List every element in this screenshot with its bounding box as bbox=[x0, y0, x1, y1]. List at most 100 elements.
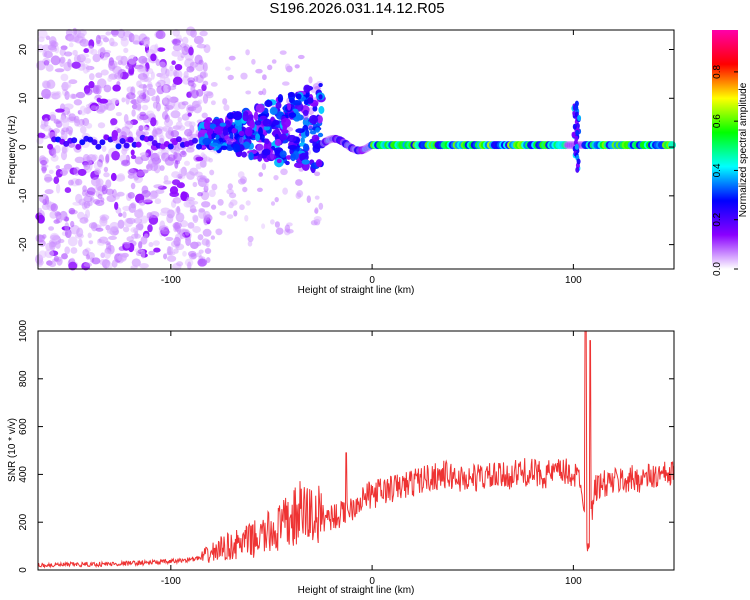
spectrogram-cell bbox=[668, 141, 676, 150]
spectrogram-cell bbox=[219, 210, 227, 216]
spectrogram-cell bbox=[95, 34, 101, 45]
spectrogram-cell bbox=[312, 105, 318, 112]
spectrogram-cell bbox=[318, 94, 323, 100]
spectrogram-cell bbox=[157, 151, 162, 157]
spectrogram-cell bbox=[192, 137, 198, 144]
spectrogram-cell bbox=[48, 261, 57, 268]
spectrogram-cell bbox=[173, 236, 181, 247]
spectrogram-cell bbox=[195, 163, 202, 170]
spectrogram-cell bbox=[228, 192, 237, 199]
spectrogram-cell bbox=[116, 173, 125, 181]
spectrogram-cell bbox=[576, 158, 581, 165]
spectrogram-cell bbox=[247, 240, 253, 247]
spectrogram-cell bbox=[107, 76, 113, 82]
spectrogram-cell bbox=[209, 142, 219, 147]
spectrogram-cell bbox=[574, 104, 579, 111]
spectrogram-cell bbox=[287, 144, 298, 150]
spectrogram-cell bbox=[36, 60, 46, 71]
spectrogram-cell bbox=[179, 168, 185, 177]
spectrogram-cell bbox=[186, 66, 195, 73]
spectrogram-cell bbox=[180, 52, 185, 59]
spectrogram-cell bbox=[229, 131, 234, 140]
spectrogram-cell bbox=[139, 263, 149, 269]
spectrogram-cell bbox=[88, 222, 97, 229]
spectrogram-cell bbox=[154, 198, 162, 205]
spectrogram-cell bbox=[35, 234, 43, 243]
spectrogram-cell bbox=[257, 155, 263, 162]
spectrogram-cell bbox=[205, 239, 211, 248]
snr-series-line bbox=[37, 330, 675, 569]
spectrogram-cell bbox=[273, 174, 279, 181]
spectrogram-cell bbox=[110, 172, 117, 182]
spectrogram-cell bbox=[245, 49, 250, 56]
spectrogram-cell bbox=[77, 168, 87, 176]
spectrogram-cell bbox=[256, 143, 265, 154]
spectrogram-cell bbox=[318, 202, 324, 210]
spectrogram-cell bbox=[274, 196, 279, 203]
spectrogram-cell bbox=[237, 171, 245, 179]
spectrogram-cell bbox=[192, 214, 199, 222]
spectrogram-cell bbox=[166, 213, 174, 224]
spectrogram-cell bbox=[138, 55, 148, 64]
spectrogram-cell bbox=[103, 166, 109, 173]
spectrogram-cell bbox=[134, 103, 142, 111]
spectrogram-cell bbox=[574, 135, 579, 142]
spectrogram-cell bbox=[177, 116, 183, 123]
snr-y-tick-label: 200 bbox=[18, 513, 29, 530]
spectrogram-cell bbox=[109, 37, 115, 47]
spectrogram-cell bbox=[97, 122, 106, 129]
spectrogram-cell bbox=[68, 42, 74, 48]
spectrogram-cell bbox=[183, 160, 191, 166]
spectrogram-cell bbox=[41, 44, 51, 52]
spectrogram-cell bbox=[72, 49, 78, 56]
spectrogram-cell bbox=[255, 103, 265, 113]
spectrogram-cell bbox=[49, 40, 57, 48]
spectrogram-cell bbox=[282, 124, 287, 132]
spectrogram-cell bbox=[83, 48, 89, 54]
spectrogram-cell bbox=[317, 132, 324, 138]
spectrogram-cell bbox=[270, 201, 276, 206]
spectrogram-cell bbox=[172, 197, 182, 204]
spectrogram-cell bbox=[163, 84, 169, 94]
spectrogram-cell bbox=[85, 254, 91, 260]
spectrogram-cell bbox=[308, 124, 314, 130]
spectrogram-cell bbox=[92, 53, 101, 63]
colorbar-tick-label: 0.0 bbox=[712, 262, 723, 276]
spectrogram-cell bbox=[98, 236, 109, 244]
spectrogram-cell bbox=[290, 153, 296, 162]
spectrogram-cell bbox=[127, 192, 135, 199]
spectrogram-cell bbox=[199, 30, 208, 37]
spectrogram-cell bbox=[98, 98, 109, 104]
spectrogram-x-tick-label: 100 bbox=[565, 275, 582, 286]
spectrogram-cell bbox=[209, 169, 215, 176]
spectrogram-cell bbox=[152, 101, 158, 109]
spectrogram-cell bbox=[121, 126, 131, 136]
spectrogram-cell bbox=[211, 183, 218, 191]
spectrogram-cell bbox=[68, 261, 78, 271]
spectrogram-cell bbox=[262, 88, 267, 96]
spectrogram-cell bbox=[171, 171, 181, 179]
spectrogram-cell bbox=[43, 59, 50, 66]
spectrogram-cell bbox=[62, 83, 68, 89]
spectrogram-cell bbox=[172, 76, 183, 86]
spectrogram-cell bbox=[272, 119, 280, 126]
spectrogram-cell bbox=[141, 104, 149, 111]
spectrogram-cell bbox=[227, 74, 234, 81]
spectrogram-cell bbox=[137, 66, 148, 73]
spectrogram-cell bbox=[277, 93, 284, 103]
spectrogram-cell bbox=[137, 208, 143, 213]
spectrogram-cell bbox=[225, 66, 231, 71]
spectrogram-cell bbox=[157, 79, 166, 86]
spectrogram-cell bbox=[314, 195, 320, 200]
spectrogram-y-tick-label: -10 bbox=[18, 188, 29, 203]
spectrogram-cell bbox=[116, 69, 123, 79]
spectrogram-cell bbox=[253, 111, 259, 122]
spectrogram-cell bbox=[138, 241, 143, 249]
spectrogram-cell bbox=[70, 220, 75, 228]
spectrogram-cell bbox=[48, 169, 54, 175]
spectrogram-cell bbox=[84, 88, 93, 96]
spectrogram-cell bbox=[159, 137, 165, 146]
spectrogram-cell bbox=[181, 36, 189, 45]
spectrogram-cell bbox=[293, 162, 304, 169]
spectrogram-cell bbox=[204, 178, 210, 184]
